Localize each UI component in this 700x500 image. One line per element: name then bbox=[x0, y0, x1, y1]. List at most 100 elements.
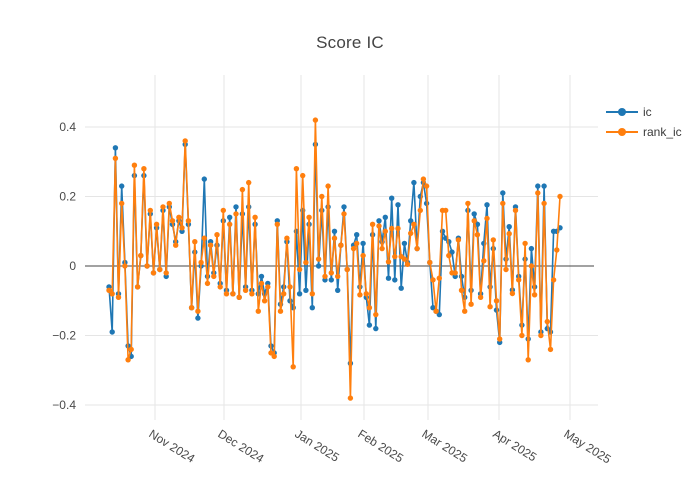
data-point-ic[interactable] bbox=[398, 285, 404, 291]
data-point-rank_ic[interactable] bbox=[271, 353, 277, 360]
data-point-rank_ic[interactable] bbox=[246, 179, 252, 186]
data-point-rank_ic[interactable] bbox=[106, 287, 112, 293]
data-point-rank_ic[interactable] bbox=[296, 266, 303, 273]
data-point-ic[interactable] bbox=[258, 273, 265, 280]
data-point-ic[interactable] bbox=[392, 277, 398, 283]
data-point-rank_ic[interactable] bbox=[281, 291, 287, 297]
data-point-rank_ic[interactable] bbox=[500, 200, 506, 207]
data-point-rank_ic[interactable] bbox=[522, 240, 528, 247]
data-point-rank_ic[interactable] bbox=[484, 215, 490, 222]
data-point-rank_ic[interactable] bbox=[414, 245, 420, 252]
data-point-ic[interactable] bbox=[119, 183, 125, 189]
data-point-rank_ic[interactable] bbox=[233, 211, 239, 217]
data-point-ic[interactable] bbox=[366, 322, 373, 328]
data-point-ic[interactable] bbox=[233, 204, 239, 210]
data-point-rank_ic[interactable] bbox=[347, 395, 354, 401]
data-point-rank_ic[interactable] bbox=[328, 270, 334, 276]
data-point-rank_ic[interactable] bbox=[265, 284, 271, 290]
data-point-rank_ic[interactable] bbox=[198, 259, 204, 266]
data-point-rank_ic[interactable] bbox=[344, 266, 350, 273]
data-point-rank_ic[interactable] bbox=[373, 311, 379, 318]
data-point-rank_ic[interactable] bbox=[258, 280, 265, 287]
data-point-rank_ic[interactable] bbox=[395, 225, 401, 232]
data-point-ic[interactable] bbox=[535, 183, 541, 189]
data-point-rank_ic[interactable] bbox=[207, 242, 214, 248]
data-point-rank_ic[interactable] bbox=[214, 232, 220, 238]
data-point-rank_ic[interactable] bbox=[230, 291, 236, 297]
data-point-ic[interactable] bbox=[528, 245, 535, 252]
data-point-rank_ic[interactable] bbox=[204, 280, 211, 287]
data-point-rank_ic[interactable] bbox=[201, 235, 207, 241]
data-point-rank_ic[interactable] bbox=[122, 263, 128, 269]
data-point-rank_ic[interactable] bbox=[554, 247, 560, 253]
data-point-rank_ic[interactable] bbox=[236, 294, 242, 300]
data-point-rank_ic[interactable] bbox=[430, 277, 436, 283]
data-point-rank_ic[interactable] bbox=[147, 207, 153, 214]
data-point-rank_ic[interactable] bbox=[462, 308, 468, 314]
data-point-rank_ic[interactable] bbox=[354, 240, 360, 247]
data-point-rank_ic[interactable] bbox=[176, 214, 182, 220]
data-point-rank_ic[interactable] bbox=[322, 273, 328, 280]
data-point-rank_ic[interactable] bbox=[493, 298, 500, 304]
data-point-rank_ic[interactable] bbox=[109, 291, 115, 297]
data-point-rank_ic[interactable] bbox=[169, 218, 176, 224]
data-point-ic[interactable] bbox=[328, 277, 334, 283]
data-point-rank_ic[interactable] bbox=[547, 346, 554, 353]
data-point-ic[interactable] bbox=[360, 240, 366, 247]
data-point-rank_ic[interactable] bbox=[458, 287, 465, 293]
data-point-rank_ic[interactable] bbox=[452, 270, 458, 276]
data-point-rank_ic[interactable] bbox=[255, 308, 261, 314]
data-point-rank_ic[interactable] bbox=[341, 211, 347, 217]
data-point-rank_ic[interactable] bbox=[138, 252, 144, 259]
data-point-rank_ic[interactable] bbox=[519, 332, 525, 339]
data-point-ic[interactable] bbox=[112, 145, 119, 151]
data-point-rank_ic[interactable] bbox=[531, 292, 538, 298]
data-point-rank_ic[interactable] bbox=[331, 235, 338, 241]
data-point-rank_ic[interactable] bbox=[141, 166, 147, 172]
data-point-ic[interactable] bbox=[382, 214, 388, 220]
data-point-rank_ic[interactable] bbox=[268, 350, 274, 356]
data-point-rank_ic[interactable] bbox=[369, 221, 376, 227]
data-point-rank_ic[interactable] bbox=[357, 292, 363, 298]
data-point-rank_ic[interactable] bbox=[252, 214, 258, 220]
data-point-rank_ic[interactable] bbox=[404, 261, 411, 267]
data-point-rank_ic[interactable] bbox=[300, 172, 306, 179]
data-point-rank_ic[interactable] bbox=[277, 308, 284, 314]
data-point-rank_ic[interactable] bbox=[306, 214, 312, 220]
data-point-ic[interactable] bbox=[401, 240, 408, 247]
data-point-ic[interactable] bbox=[446, 239, 452, 245]
data-point-rank_ic[interactable] bbox=[541, 200, 547, 207]
data-point-ic[interactable] bbox=[411, 179, 417, 186]
data-point-rank_ic[interactable] bbox=[535, 190, 541, 196]
data-point-rank_ic[interactable] bbox=[315, 256, 322, 262]
data-point-ic[interactable] bbox=[436, 311, 442, 318]
data-point-rank_ic[interactable] bbox=[220, 207, 226, 214]
data-point-ic[interactable] bbox=[541, 183, 547, 189]
data-point-rank_ic[interactable] bbox=[223, 291, 230, 297]
data-point-rank_ic[interactable] bbox=[392, 253, 398, 260]
data-point-ic[interactable] bbox=[296, 291, 303, 297]
data-point-rank_ic[interactable] bbox=[490, 237, 496, 243]
data-point-rank_ic[interactable] bbox=[389, 225, 395, 232]
data-point-rank_ic[interactable] bbox=[512, 207, 519, 214]
data-point-rank_ic[interactable] bbox=[417, 207, 423, 214]
data-point-rank_ic[interactable] bbox=[401, 256, 408, 262]
data-point-rank_ic[interactable] bbox=[163, 270, 169, 276]
data-point-ic[interactable] bbox=[109, 329, 115, 335]
data-point-ic[interactable] bbox=[309, 305, 315, 311]
legend-item-rank_ic[interactable]: rank_ic bbox=[606, 124, 682, 140]
data-point-ic[interactable] bbox=[373, 325, 379, 332]
data-point-rank_ic[interactable] bbox=[427, 259, 433, 266]
data-point-rank_ic[interactable] bbox=[312, 117, 319, 123]
data-point-rank_ic[interactable] bbox=[338, 242, 344, 248]
data-point-rank_ic[interactable] bbox=[166, 200, 172, 207]
data-point-rank_ic[interactable] bbox=[153, 221, 160, 227]
data-point-ic[interactable] bbox=[500, 190, 506, 196]
data-point-rank_ic[interactable] bbox=[443, 207, 449, 214]
data-point-rank_ic[interactable] bbox=[261, 298, 268, 304]
data-point-rank_ic[interactable] bbox=[195, 308, 201, 314]
data-point-rank_ic[interactable] bbox=[211, 273, 217, 280]
data-point-rank_ic[interactable] bbox=[506, 231, 512, 237]
data-point-rank_ic[interactable] bbox=[287, 284, 293, 290]
data-point-rank_ic[interactable] bbox=[173, 242, 179, 248]
